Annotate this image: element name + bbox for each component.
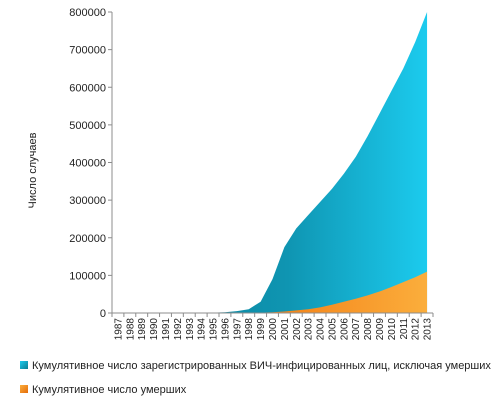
y-tick-label: 500000	[69, 120, 106, 132]
y-tick-label: 100000	[69, 270, 106, 282]
x-tick-label: 2005	[327, 318, 338, 341]
y-axis-ticks: 0 100000 200000 300000 400000 500000 600000 700…	[69, 7, 112, 320]
area-series-1	[117, 271, 428, 313]
x-tick-label: 2007	[351, 318, 362, 341]
x-axis-ticks: 1987 1988 1989 1990 1991 1992 1993 1994 1995 1996…	[111, 313, 434, 341]
x-tick-label: 1992	[173, 318, 184, 341]
x-tick-label: 2008	[363, 318, 374, 341]
x-tick-label: 1987	[113, 318, 124, 341]
x-tick-label: 1997	[232, 318, 243, 341]
legend-label-1: Кумулятивное число умерших	[32, 384, 187, 396]
x-tick-label: 1998	[244, 318, 255, 341]
x-tick-label: 2009	[375, 318, 386, 341]
x-tick-label: 2004	[316, 318, 327, 341]
x-tick-label: 1996	[220, 318, 231, 341]
y-tick-label: 700000	[69, 45, 106, 57]
x-tick-label: 1989	[137, 318, 148, 341]
x-tick-label: 2010	[387, 318, 398, 341]
y-axis-title: Число случаев	[27, 132, 39, 208]
x-tick-label: 2011	[399, 318, 410, 340]
x-tick-label: 2013	[423, 318, 434, 341]
x-tick-label: 1991	[161, 318, 172, 341]
x-tick-label: 1988	[125, 318, 136, 341]
y-tick-label: 0	[100, 308, 106, 320]
x-tick-label: 2006	[339, 318, 350, 341]
y-tick-label: 200000	[69, 233, 106, 245]
legend-swatch-0	[20, 361, 28, 369]
legend-label-0: Кумулятивное число зарегистрированных ВИ…	[32, 360, 491, 372]
x-tick-label: 1995	[209, 318, 220, 341]
legend: Кумулятивное число зарегистрированных ВИ…	[20, 360, 491, 396]
x-tick-label: 2003	[304, 318, 315, 341]
x-tick-label: 1993	[185, 318, 196, 341]
x-tick-label: 2012	[411, 318, 422, 341]
x-tick-label: 2002	[292, 318, 303, 341]
y-tick-label: 300000	[69, 195, 106, 207]
area-series-0	[117, 12, 428, 313]
x-tick-label: 2000	[268, 318, 279, 341]
plot-area	[117, 12, 428, 313]
x-tick-label: 1994	[197, 318, 208, 341]
y-tick-label: 800000	[69, 7, 106, 19]
x-tick-label: 2001	[280, 318, 291, 341]
x-tick-label: 1999	[256, 318, 267, 341]
y-tick-label: 400000	[69, 158, 106, 170]
y-tick-label: 600000	[69, 82, 106, 94]
x-tick-label: 1990	[149, 318, 160, 341]
legend-swatch-1	[20, 385, 28, 393]
